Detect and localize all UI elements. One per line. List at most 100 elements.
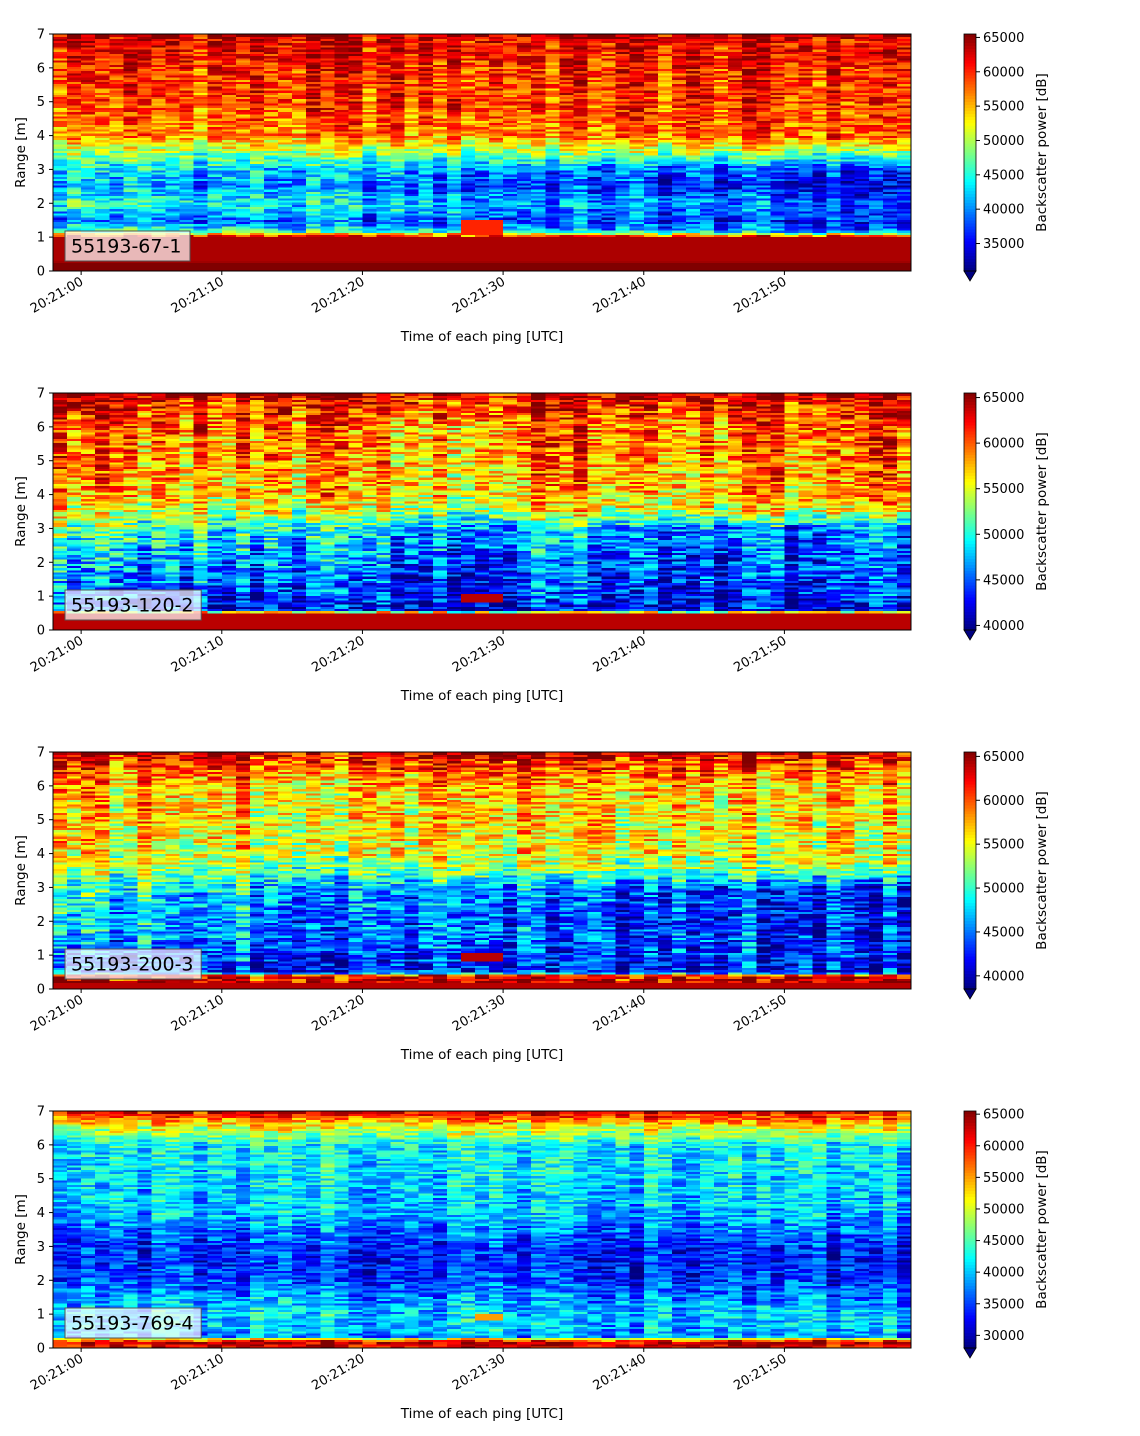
x-axis-label: Time of each ping [UTC] (400, 329, 564, 345)
y-tick-label: 2 (37, 197, 45, 212)
y-tick-label: 3 (37, 1240, 45, 1255)
panel-1: 0 1 2 3 4 5 6 7 20:21:00 20:21:10 20:21:20 20:21:30… (13, 28, 1050, 346)
colorbar-tick-label: 40000 (983, 203, 1024, 218)
x-tick-label: 20:21:20 (309, 274, 367, 316)
y-tick-label: 7 (37, 746, 45, 761)
y-axis-label: Range [m] (13, 1194, 29, 1265)
x-tick-label: 20:21:10 (169, 633, 227, 675)
colorbar-tick-label: 45000 (983, 1234, 1024, 1249)
y-tick-label: 3 (37, 522, 45, 537)
y-tick-label: 7 (37, 28, 45, 43)
y-tick-label: 4 (37, 847, 45, 862)
y-tick-label: 3 (37, 881, 45, 896)
sensor-label: 55193-120-2 (64, 589, 202, 621)
x-tick-label: 20:21:30 (450, 992, 508, 1034)
x-tick-label: 20:21:40 (591, 992, 649, 1034)
x-tick-label: 20:21:20 (309, 992, 367, 1034)
y-tick-label: 2 (37, 1274, 45, 1289)
x-tick-label: 20:21:00 (28, 992, 86, 1034)
y-tick-label: 1 (37, 1308, 45, 1323)
x-tick-label: 20:21:10 (169, 1351, 227, 1393)
colorbar-tick-label: 55000 (983, 100, 1024, 115)
y-tick-label: 7 (37, 387, 45, 402)
colorbar-tick-label: 45000 (983, 573, 1024, 588)
plot-frame (52, 33, 912, 272)
x-tick-label: 20:21:30 (450, 633, 508, 675)
x-tick-label: 20:21:20 (309, 633, 367, 675)
plot-frame (52, 392, 912, 631)
x-tick-label: 20:21:40 (591, 633, 649, 675)
colorbar-extend-arrow (963, 1347, 977, 1359)
plot-frame (52, 751, 912, 990)
x-tick-label: 20:21:30 (450, 1351, 508, 1393)
colorbar-label: Backscatter power [dB] (1034, 432, 1050, 591)
y-tick-label: 7 (37, 1105, 45, 1120)
y-tick-label: 1 (37, 231, 45, 246)
colorbar-extend-arrow (963, 988, 977, 1000)
y-tick-label: 0 (37, 265, 45, 280)
colorbar-tick-label: 65000 (983, 31, 1024, 46)
colorbar-label: Backscatter power [dB] (1034, 73, 1050, 232)
colorbar-tick-label: 65000 (983, 750, 1024, 765)
colorbar-tick-label: 45000 (983, 925, 1024, 940)
y-tick-label: 1 (37, 590, 45, 605)
colorbar-tick-label: 45000 (983, 168, 1024, 183)
y-tick-label: 5 (37, 454, 45, 469)
colorbar-label: Backscatter power [dB] (1034, 1150, 1050, 1309)
y-tick-label: 5 (37, 813, 45, 828)
colorbar-tick-label: 65000 (983, 391, 1024, 406)
x-tick-label: 20:21:40 (591, 1351, 649, 1393)
colorbar-extend-arrow (963, 629, 977, 641)
colorbar-tick-label: 35000 (983, 1297, 1024, 1312)
panel-3: 0 1 2 3 4 5 6 7 20:21:00 20:21:10 20:21:20 20:21:30… (13, 746, 1050, 1064)
x-tick-label: 20:21:50 (731, 274, 789, 316)
sensor-label-text: 55193-120-2 (71, 595, 194, 617)
y-axis-label: Range [m] (13, 476, 29, 547)
panel-4: 0 1 2 3 4 5 6 7 20:21:00 20:21:10 20:21:20 20:21:30… (13, 1105, 1050, 1423)
colorbar-tick-label: 60000 (983, 65, 1024, 80)
heatmap (53, 34, 912, 272)
colorbar-tick-label: 60000 (983, 794, 1024, 809)
y-tick-label: 5 (37, 95, 45, 110)
sensor-label: 55193-200-3 (64, 948, 202, 980)
panel-2: 0 1 2 3 4 5 6 7 20:21:00 20:21:10 20:21:20 20:21:30… (13, 387, 1050, 705)
colorbar: 35000 40000 45000 50000 55000 60000 65000 Backs… (963, 31, 1050, 282)
y-tick-label: 6 (37, 420, 45, 435)
x-tick-label: 20:21:40 (591, 274, 649, 316)
colorbar: 30000 35000 40000 45000 50000 55000 60000 65000… (963, 1108, 1050, 1359)
y-tick-label: 2 (37, 556, 45, 571)
x-tick-label: 20:21:50 (731, 992, 789, 1034)
x-tick-label: 20:21:20 (309, 1351, 367, 1393)
colorbar-tick-label: 50000 (983, 882, 1024, 897)
colorbar-tick-label: 55000 (983, 838, 1024, 853)
colorbar-tick-label: 40000 (983, 619, 1024, 634)
y-tick-label: 4 (37, 129, 45, 144)
x-axis-label: Time of each ping [UTC] (400, 688, 564, 704)
y-tick-label: 3 (37, 163, 45, 178)
y-tick-label: 4 (37, 488, 45, 503)
x-axis-label: Time of each ping [UTC] (400, 1406, 564, 1422)
x-tick-label: 20:21:00 (28, 633, 86, 675)
colorbar-tick-label: 50000 (983, 528, 1024, 543)
heatmap (53, 393, 912, 631)
y-tick-label: 4 (37, 1206, 45, 1221)
colorbar-tick-label: 40000 (983, 1266, 1024, 1281)
colorbar-tick-label: 35000 (983, 237, 1024, 252)
sensor-label-text: 55193-769-4 (71, 1313, 194, 1335)
heatmap (53, 1111, 912, 1349)
x-tick-label: 20:21:50 (731, 1351, 789, 1393)
colorbar-tick-label: 30000 (983, 1329, 1024, 1344)
sensor-label-text: 55193-67-1 (71, 236, 181, 258)
y-tick-label: 0 (37, 983, 45, 998)
colorbar-tick-label: 50000 (983, 1202, 1024, 1217)
x-tick-label: 20:21:00 (28, 1351, 86, 1393)
colorbar-tick-label: 50000 (983, 134, 1024, 149)
y-axis-label: Range [m] (13, 835, 29, 906)
x-tick-label: 20:21:50 (731, 633, 789, 675)
y-tick-label: 0 (37, 624, 45, 639)
y-tick-label: 6 (37, 779, 45, 794)
colorbar: 40000 45000 50000 55000 60000 65000 Backscatte… (963, 391, 1050, 641)
colorbar-extend-arrow (963, 270, 977, 282)
colorbar: 40000 45000 50000 55000 60000 65000 Backscatte… (963, 750, 1050, 1000)
